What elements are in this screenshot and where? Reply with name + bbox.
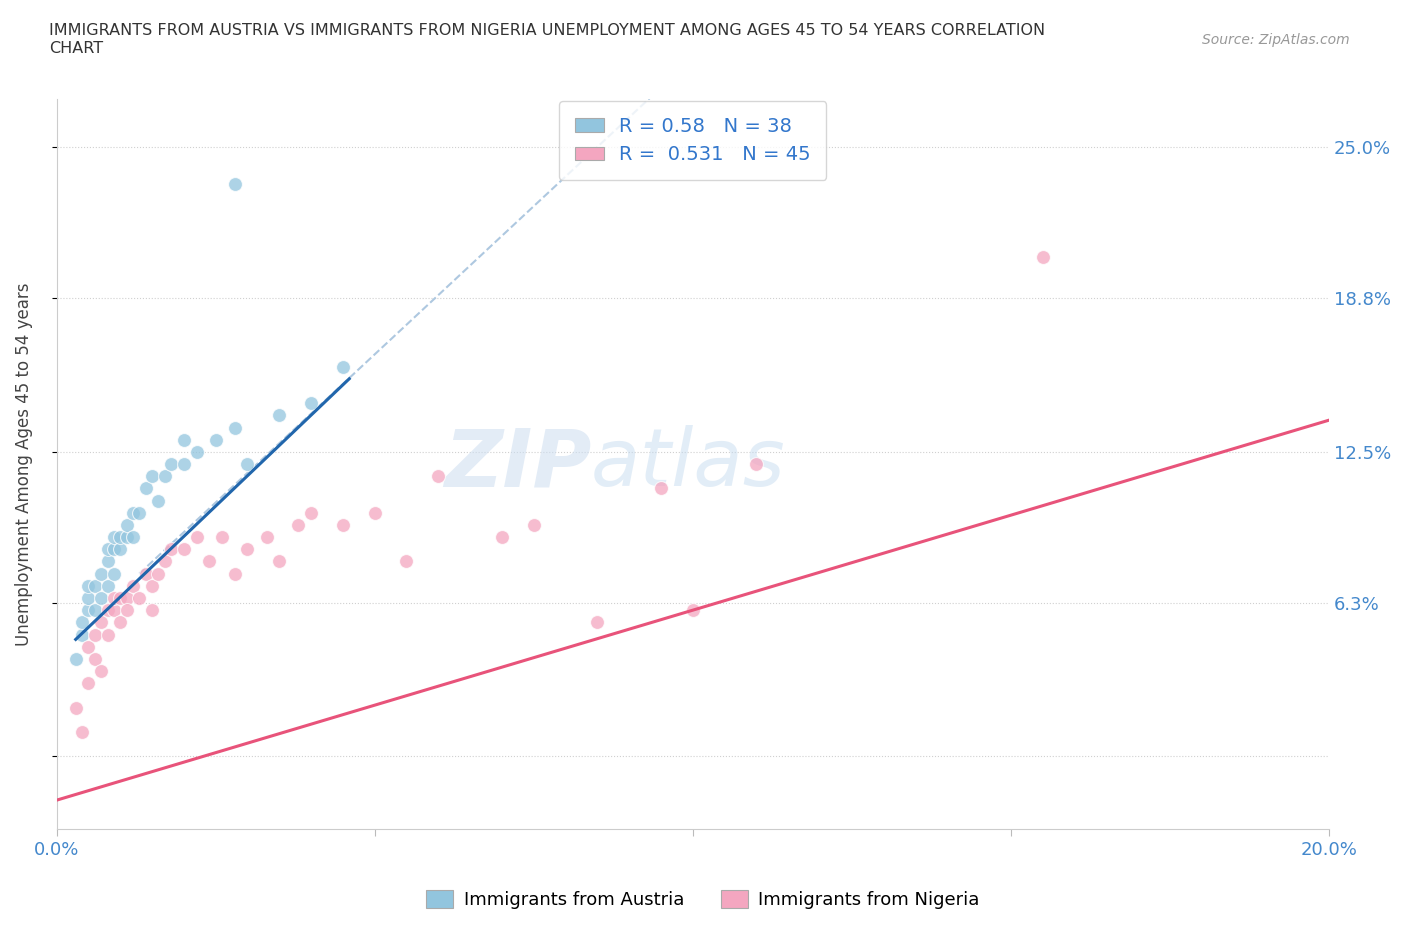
Point	[90, 615, 112, 630]
Point	[122, 505, 145, 520]
Point	[269, 554, 291, 569]
Point	[77, 676, 100, 691]
Point	[141, 469, 163, 484]
Point	[110, 542, 132, 557]
Point	[83, 603, 105, 618]
Point	[141, 603, 163, 618]
Point	[135, 566, 157, 581]
Point	[224, 420, 246, 435]
Point	[236, 457, 259, 472]
Point	[65, 651, 87, 666]
Point	[650, 481, 672, 496]
Point	[586, 615, 609, 630]
Point	[115, 603, 138, 618]
Point	[1032, 249, 1054, 264]
Point	[90, 664, 112, 679]
Point	[96, 554, 118, 569]
Point	[256, 530, 278, 545]
Point	[491, 530, 513, 545]
Point	[115, 530, 138, 545]
Point	[103, 530, 125, 545]
Point	[77, 591, 100, 605]
Point	[77, 578, 100, 593]
Point	[198, 554, 221, 569]
Point	[122, 530, 145, 545]
Text: Source: ZipAtlas.com: Source: ZipAtlas.com	[1202, 33, 1350, 46]
Point	[148, 566, 170, 581]
Point	[110, 591, 132, 605]
Point	[103, 591, 125, 605]
Point	[186, 530, 208, 545]
Point	[103, 603, 125, 618]
Point	[128, 505, 150, 520]
Point	[122, 578, 145, 593]
Point	[204, 432, 226, 447]
Point	[115, 591, 138, 605]
Point	[96, 578, 118, 593]
Point	[160, 542, 183, 557]
Y-axis label: Unemployment Among Ages 45 to 54 years: Unemployment Among Ages 45 to 54 years	[15, 283, 32, 645]
Point	[363, 505, 385, 520]
Point	[77, 603, 100, 618]
Legend: R = 0.58   N = 38, R =  0.531   N = 45: R = 0.58 N = 38, R = 0.531 N = 45	[560, 101, 827, 179]
Point	[427, 469, 450, 484]
Point	[224, 566, 246, 581]
Point	[148, 493, 170, 508]
Point	[90, 566, 112, 581]
Point	[103, 542, 125, 557]
Point	[173, 432, 195, 447]
Point	[186, 445, 208, 459]
Point	[745, 457, 768, 472]
Point	[224, 177, 246, 192]
Text: ZIP: ZIP	[443, 425, 591, 503]
Text: atlas: atlas	[591, 425, 786, 503]
Legend: Immigrants from Austria, Immigrants from Nigeria: Immigrants from Austria, Immigrants from…	[419, 883, 987, 916]
Point	[332, 359, 354, 374]
Point	[115, 517, 138, 532]
Point	[65, 700, 87, 715]
Point	[160, 457, 183, 472]
Point	[70, 615, 93, 630]
Point	[299, 396, 322, 411]
Point	[103, 566, 125, 581]
Point	[128, 591, 150, 605]
Point	[70, 724, 93, 739]
Point	[96, 603, 118, 618]
Point	[682, 603, 704, 618]
Point	[236, 542, 259, 557]
Point	[110, 530, 132, 545]
Point	[269, 408, 291, 423]
Point	[83, 651, 105, 666]
Point	[211, 530, 233, 545]
Point	[153, 469, 176, 484]
Point	[173, 457, 195, 472]
Point	[153, 554, 176, 569]
Point	[110, 615, 132, 630]
Point	[395, 554, 418, 569]
Point	[83, 627, 105, 642]
Point	[77, 639, 100, 654]
Point	[141, 578, 163, 593]
Point	[96, 542, 118, 557]
Point	[135, 481, 157, 496]
Point	[523, 517, 546, 532]
Point	[90, 591, 112, 605]
Point	[299, 505, 322, 520]
Point	[332, 517, 354, 532]
Point	[96, 627, 118, 642]
Point	[70, 627, 93, 642]
Point	[83, 578, 105, 593]
Point	[287, 517, 309, 532]
Text: IMMIGRANTS FROM AUSTRIA VS IMMIGRANTS FROM NIGERIA UNEMPLOYMENT AMONG AGES 45 TO: IMMIGRANTS FROM AUSTRIA VS IMMIGRANTS FR…	[49, 23, 1045, 56]
Point	[173, 542, 195, 557]
